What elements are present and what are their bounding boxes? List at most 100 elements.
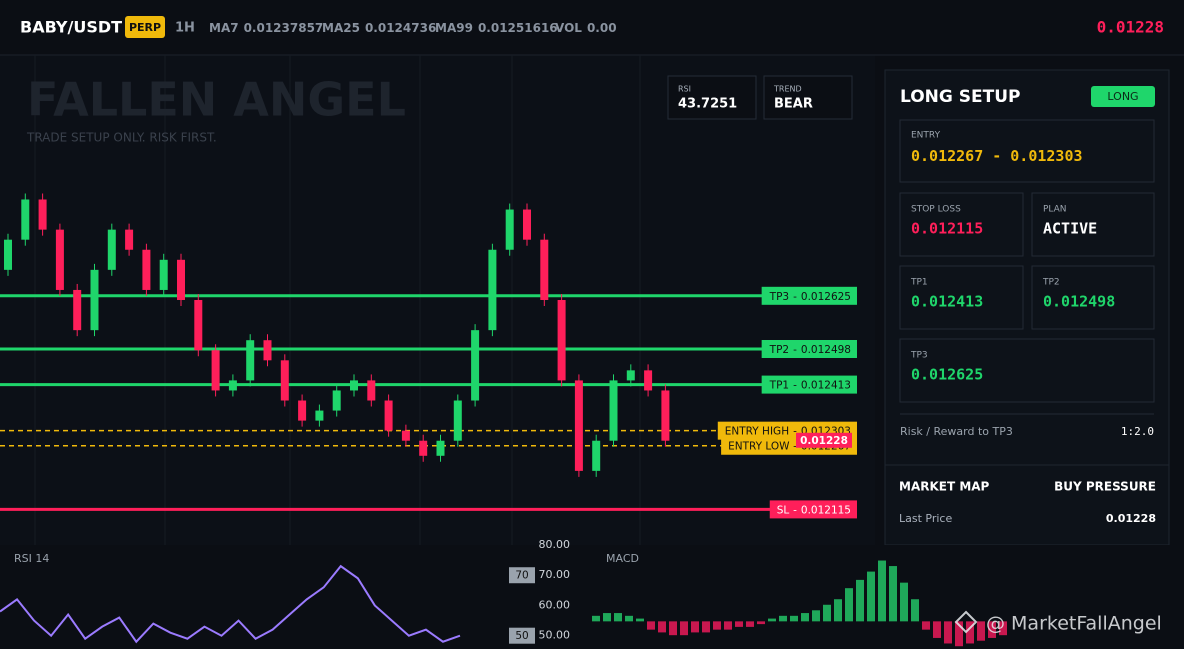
symbol: BABY/USDT bbox=[20, 18, 122, 37]
level-tag-bg bbox=[761, 375, 857, 394]
candle bbox=[38, 199, 47, 230]
card-value: 0.012413 bbox=[911, 293, 983, 311]
entry-value: 0.012267-0.012303 bbox=[911, 147, 1083, 165]
candle bbox=[367, 380, 376, 401]
market-map-title: MARKET MAP bbox=[899, 480, 990, 494]
candle bbox=[471, 330, 480, 401]
rsi-line bbox=[0, 564, 461, 644]
last-price: 0.01228 bbox=[1097, 18, 1164, 37]
macd-bar bbox=[911, 599, 919, 622]
setup-badge-bg bbox=[1091, 86, 1155, 107]
candle bbox=[73, 289, 82, 331]
macd-bar bbox=[713, 621, 721, 630]
macd-bar bbox=[889, 566, 897, 622]
candle bbox=[298, 400, 307, 421]
macd-bar bbox=[933, 621, 941, 638]
market-row-label: Last Price bbox=[899, 512, 952, 525]
candle bbox=[142, 249, 151, 290]
rsi-tick-label: 80.00 bbox=[539, 538, 571, 551]
market-map-panel bbox=[884, 464, 1170, 546]
setup-card bbox=[899, 192, 1024, 257]
macd-panel bbox=[590, 545, 1184, 649]
macd-bar bbox=[812, 610, 820, 622]
macd-bar bbox=[603, 613, 611, 622]
macd-bar bbox=[735, 621, 743, 627]
setup-title: LONG SETUP bbox=[900, 87, 1021, 107]
market-row-value: 0.01228 bbox=[1106, 512, 1156, 525]
candle bbox=[211, 350, 220, 391]
rsi-level-bg bbox=[509, 627, 535, 644]
candle bbox=[280, 360, 289, 401]
candle bbox=[332, 390, 341, 411]
indicator-label: VOL bbox=[555, 21, 582, 35]
candle bbox=[350, 380, 358, 391]
rsi-level: 50 bbox=[515, 630, 528, 642]
stat-label: TREND bbox=[773, 85, 802, 94]
candle bbox=[557, 300, 566, 381]
macd-bar bbox=[922, 621, 930, 630]
rsi-title: RSI 14 bbox=[14, 552, 49, 565]
macd-bar bbox=[878, 560, 886, 622]
grid bbox=[34, 55, 641, 545]
level-tag-bg bbox=[769, 500, 857, 519]
rsi-tick-label: 60.00 bbox=[539, 598, 571, 611]
candle bbox=[592, 440, 601, 471]
macd-bar bbox=[614, 613, 622, 622]
macd-bar bbox=[779, 615, 787, 622]
entry-label: ENTRY bbox=[911, 131, 941, 141]
indicator-value: 0.01237857 bbox=[244, 21, 324, 35]
candle bbox=[4, 239, 12, 270]
level-label: SL -0.012115 bbox=[777, 504, 851, 516]
macd-bar bbox=[988, 621, 996, 638]
macd-bar bbox=[625, 615, 633, 622]
level-tag-bg bbox=[761, 286, 857, 305]
stat-value: 43.7251 bbox=[678, 97, 737, 112]
macd-bar bbox=[966, 621, 974, 644]
card-label: TP2 bbox=[1042, 278, 1060, 288]
indicator: MA25 0.0124736 bbox=[322, 21, 436, 35]
candle bbox=[626, 370, 635, 381]
candle bbox=[609, 380, 618, 441]
level-separator: - bbox=[793, 441, 797, 453]
setup-panel bbox=[884, 69, 1170, 538]
level-label: TP1-0.012413 bbox=[769, 380, 851, 392]
candle bbox=[661, 390, 670, 441]
indicator-value: 0.01251616 bbox=[478, 21, 558, 35]
level-name: SL bbox=[777, 504, 790, 516]
rr-label: Risk / Reward to TP3 bbox=[900, 425, 1013, 438]
candle bbox=[90, 269, 99, 331]
macd-bar bbox=[955, 621, 963, 647]
indicator-label: MA99 bbox=[435, 21, 473, 35]
macd-bar bbox=[856, 579, 864, 622]
setup-card bbox=[1031, 192, 1155, 257]
candle bbox=[384, 400, 393, 431]
stat-box bbox=[763, 75, 853, 120]
watermark-subtitle: TRADE SETUP ONLY. RISK FIRST. bbox=[26, 131, 217, 145]
card-label: TP3 bbox=[910, 351, 928, 361]
macd-bar bbox=[691, 621, 699, 633]
level-separator: - bbox=[793, 344, 797, 356]
setup-card bbox=[1031, 265, 1155, 330]
macd-bar bbox=[768, 618, 776, 622]
timeframe: 1H bbox=[175, 21, 195, 36]
level-separator: - bbox=[793, 380, 797, 392]
setup-badge: LONG bbox=[1107, 90, 1138, 103]
macd-bar bbox=[757, 621, 765, 625]
level-value: 0.012115 bbox=[801, 504, 851, 516]
rsi-level-bg bbox=[509, 567, 535, 584]
indicator: MA7 0.01237857 bbox=[209, 21, 323, 35]
entry-low: 0.012267 bbox=[911, 147, 983, 165]
level-name: TP1 bbox=[769, 380, 789, 392]
candle bbox=[574, 380, 583, 471]
indicator-value: 0.00 bbox=[587, 21, 617, 35]
candle bbox=[488, 249, 497, 331]
candle bbox=[401, 430, 410, 441]
stat-label: RSI bbox=[678, 85, 691, 94]
credit: @ MarketFallAngel bbox=[986, 613, 1162, 635]
macd-bar bbox=[944, 621, 952, 644]
candle bbox=[246, 340, 255, 381]
level-value: 0.012625 bbox=[801, 291, 851, 303]
badge: PERP bbox=[129, 21, 161, 34]
stat-box bbox=[667, 75, 757, 120]
